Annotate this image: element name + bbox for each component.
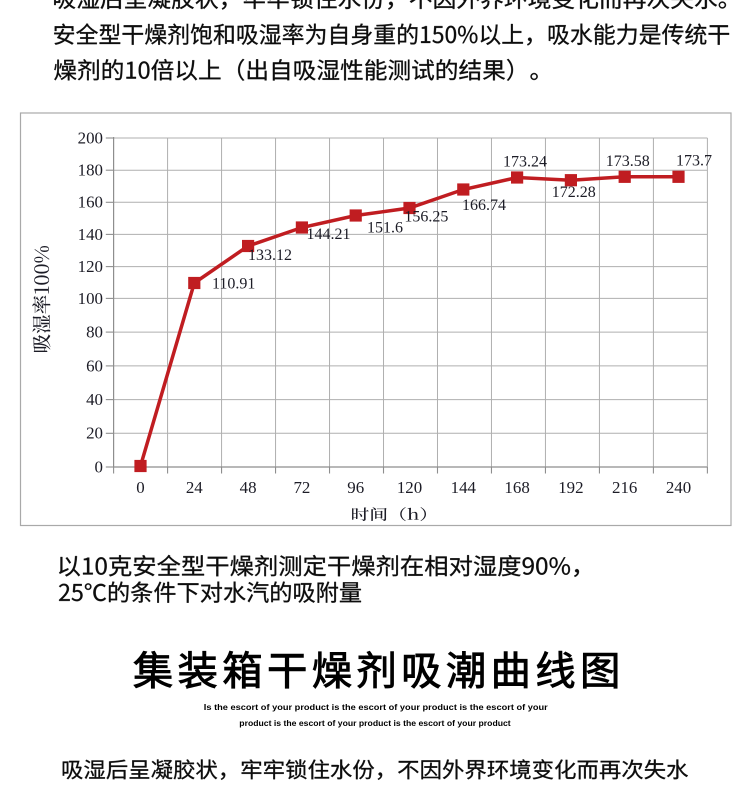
svg-text:166.74: 166.74: [462, 197, 506, 214]
svg-text:140: 140: [78, 225, 103, 244]
svg-text:20: 20: [86, 424, 103, 443]
svg-text:0: 0: [136, 478, 144, 497]
svg-text:151.6: 151.6: [367, 219, 403, 236]
svg-text:80: 80: [86, 323, 103, 342]
svg-text:120: 120: [78, 257, 103, 276]
svg-text:100: 100: [78, 289, 103, 308]
svg-text:216: 216: [612, 478, 637, 497]
svg-text:72: 72: [293, 478, 310, 497]
svg-text:172.28: 172.28: [552, 184, 596, 201]
svg-text:110.91: 110.91: [212, 276, 255, 293]
svg-text:156.25: 156.25: [404, 209, 448, 226]
svg-text:192: 192: [558, 478, 583, 497]
svg-text:180: 180: [78, 161, 103, 180]
svg-text:144: 144: [451, 478, 477, 497]
svg-text:Is the escort of your product: Is the escort of your product is the esc…: [204, 702, 549, 712]
svg-text:168: 168: [504, 478, 529, 497]
svg-text:173.7: 173.7: [676, 153, 712, 170]
svg-text:120: 120: [397, 478, 422, 497]
svg-text:60: 60: [86, 356, 103, 375]
svg-text:40: 40: [86, 390, 103, 409]
svg-text:96: 96: [347, 478, 364, 497]
svg-text:144.21: 144.21: [307, 226, 351, 243]
svg-text:24: 24: [186, 478, 203, 497]
svg-text:0: 0: [95, 457, 103, 476]
svg-text:133.12: 133.12: [248, 247, 292, 264]
svg-text:product is the escort of your: product is the escort of your product is…: [239, 718, 511, 728]
svg-text:48: 48: [240, 478, 257, 497]
svg-text:240: 240: [666, 478, 691, 497]
svg-text:173.24: 173.24: [503, 154, 547, 171]
svg-text:160: 160: [78, 193, 103, 212]
svg-text:200: 200: [78, 128, 103, 147]
svg-text:173.58: 173.58: [606, 153, 650, 170]
